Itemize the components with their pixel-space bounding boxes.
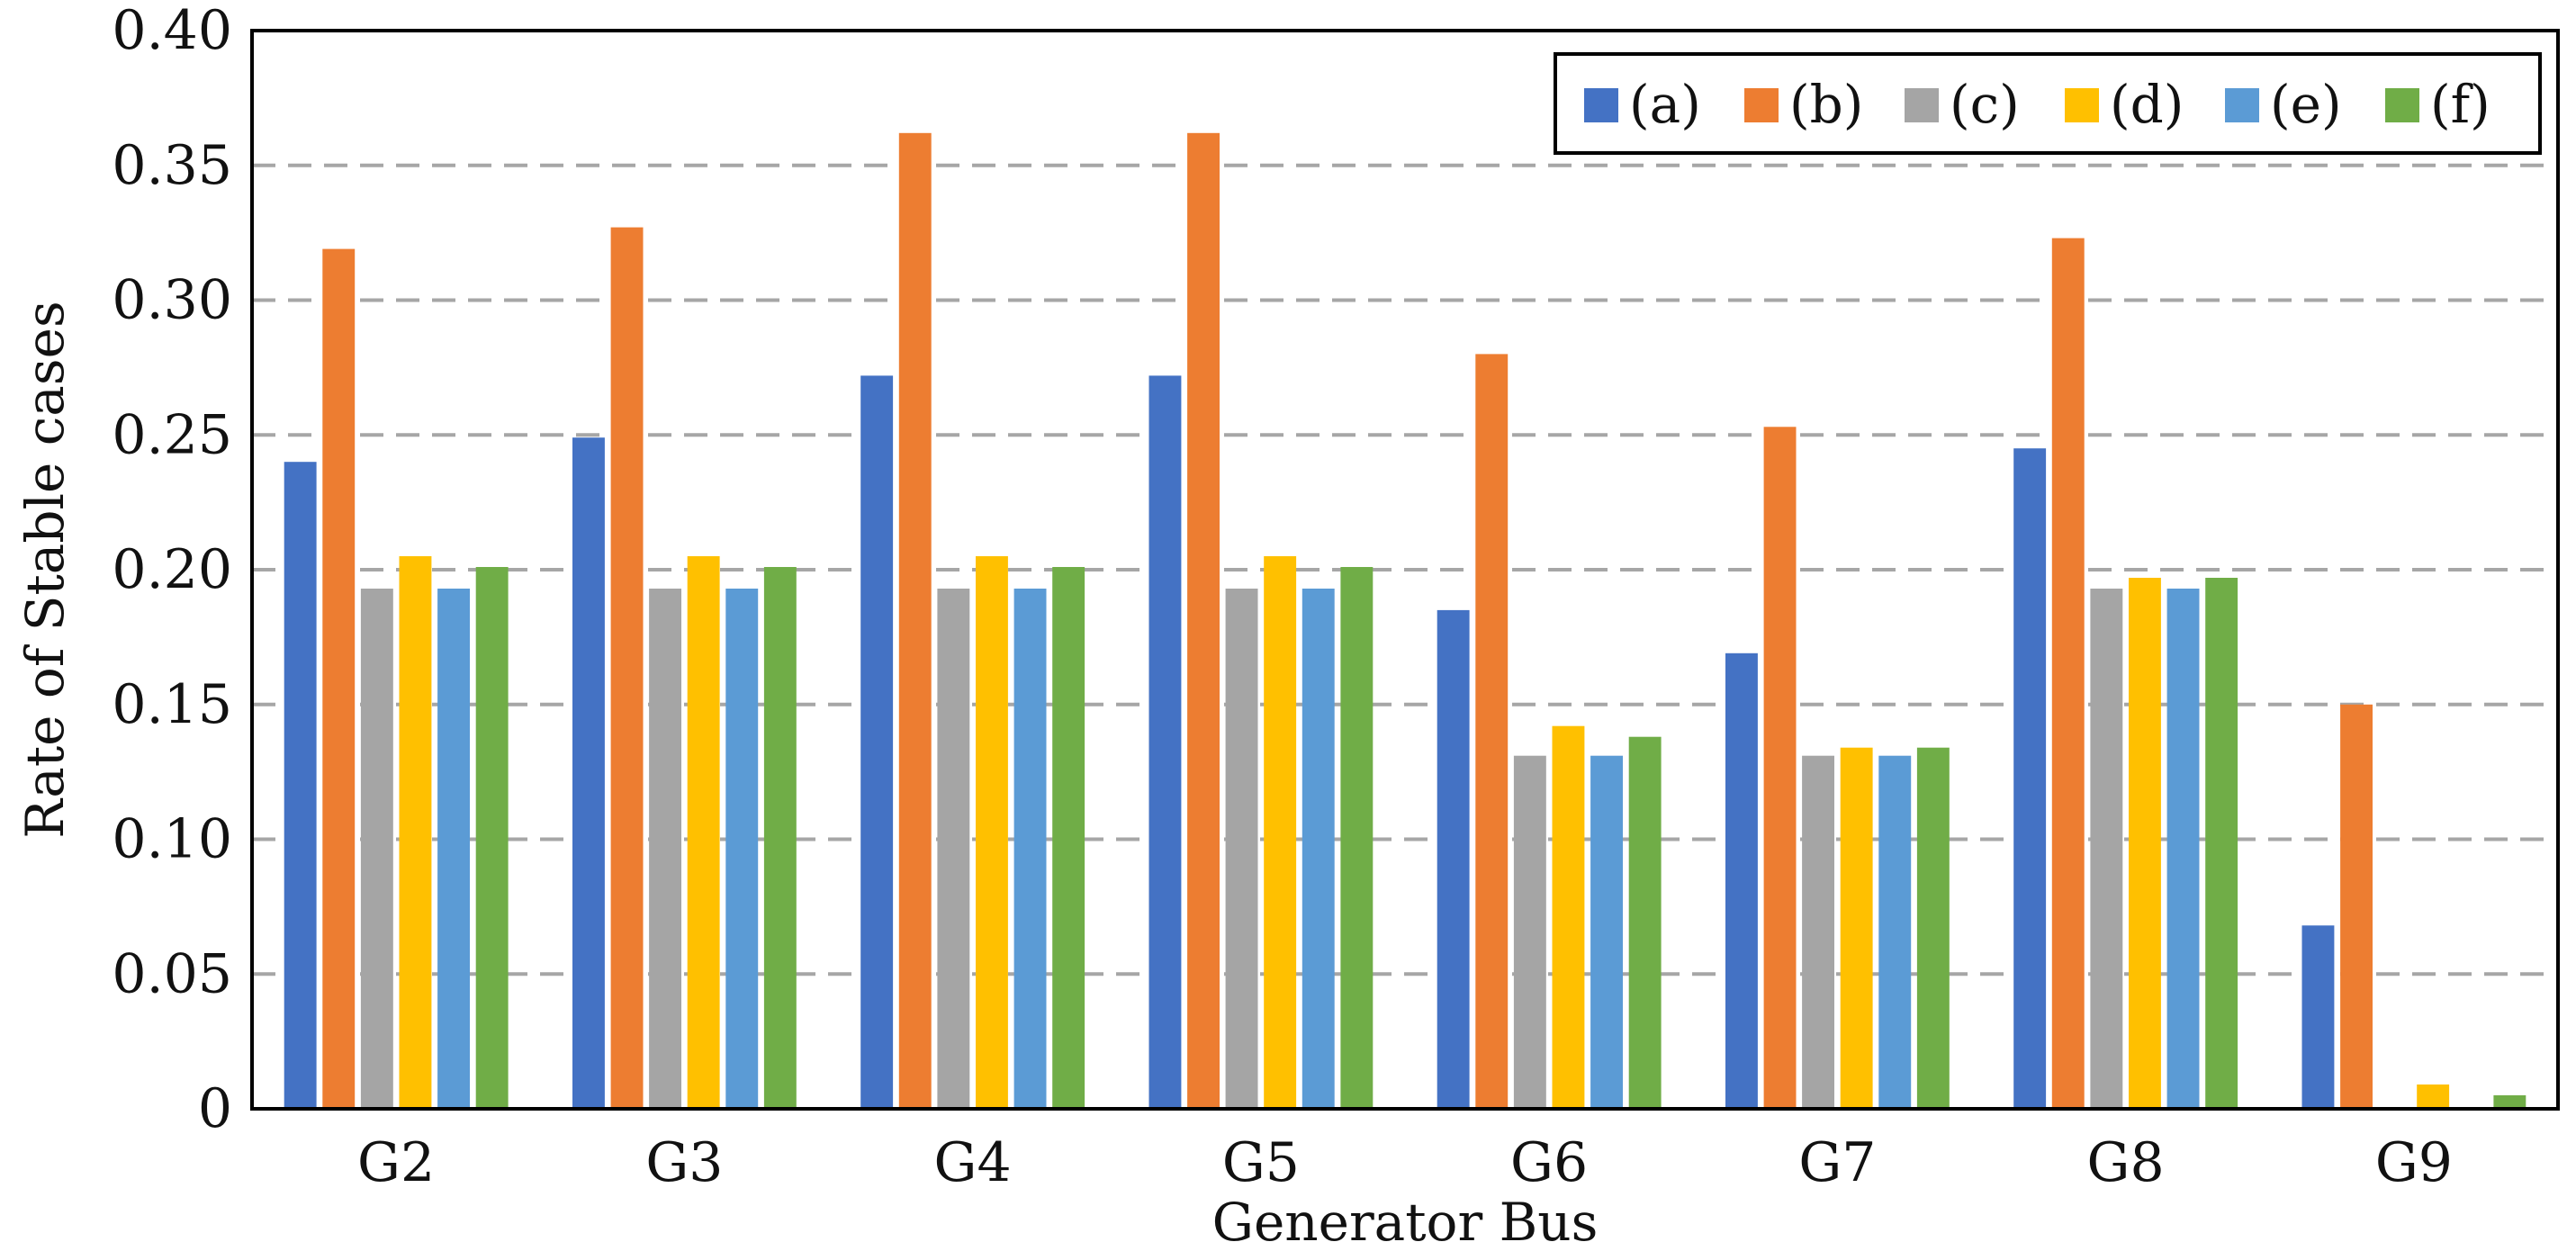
y-tick-label: 0 — [198, 1077, 232, 1140]
x-axis-title: Generator Bus — [1212, 1192, 1599, 1253]
bar-g9-series-3 — [2417, 1084, 2450, 1109]
bar-g3-series-5 — [763, 567, 797, 1109]
bar-g6-series-5 — [1628, 736, 1662, 1109]
bar-g2-series-5 — [475, 567, 509, 1109]
bar-g6-series-1 — [1475, 354, 1509, 1109]
x-tick-label: G9 — [2375, 1131, 2453, 1194]
legend-box — [1554, 52, 2542, 155]
x-tick-label: G4 — [934, 1131, 1012, 1194]
legend-swatch — [1744, 88, 1779, 122]
bar-g8-series-2 — [2090, 589, 2123, 1109]
bar-g7-series-4 — [1878, 755, 1912, 1109]
legend-label: (c) — [1950, 74, 2020, 135]
bar-g4-series-3 — [976, 556, 1008, 1109]
bar-g2-series-2 — [360, 589, 393, 1109]
x-tick-label: G6 — [1510, 1131, 1588, 1194]
bar-g7-series-0 — [1725, 652, 1758, 1109]
bar-g5-series-1 — [1187, 132, 1220, 1109]
bar-g6-series-4 — [1590, 755, 1623, 1109]
legend-swatch — [2225, 88, 2259, 122]
bar-g4-series-0 — [860, 375, 894, 1109]
bar-g3-series-4 — [725, 589, 759, 1109]
bar-g9-series-5 — [2493, 1095, 2526, 1109]
bar-g8-series-4 — [2166, 589, 2200, 1109]
bar-g2-series-4 — [437, 589, 470, 1109]
bar-g4-series-5 — [1052, 567, 1085, 1109]
x-tick-label: G8 — [2087, 1131, 2165, 1194]
y-tick-label: 0.05 — [112, 942, 232, 1005]
y-tick-label: 0.30 — [112, 269, 232, 332]
y-tick-label: 0.10 — [112, 808, 232, 871]
bar-g6-series-3 — [1552, 725, 1585, 1109]
bar-g3-series-0 — [572, 437, 605, 1109]
y-tick-label: 0.25 — [112, 403, 232, 466]
bar-g7-series-2 — [1802, 755, 1834, 1109]
bar-g8-series-3 — [2129, 578, 2161, 1109]
bar-g7-series-5 — [1916, 747, 1950, 1109]
bar-g3-series-3 — [687, 556, 720, 1109]
bar-g6-series-0 — [1437, 609, 1470, 1109]
bar-g7-series-3 — [1840, 747, 1873, 1109]
bar-g2-series-1 — [322, 248, 356, 1110]
legend-swatch — [1584, 88, 1618, 122]
bar-g5-series-4 — [1302, 589, 1335, 1109]
y-axis-ticks: 0 0.05 0.10 0.15 0.20 0.25 0.30 0.35 0.40 — [112, 0, 232, 1140]
bar-g6-series-2 — [1513, 755, 1546, 1109]
bar-g8-series-1 — [2051, 238, 2085, 1110]
legend-swatch — [2065, 88, 2099, 122]
y-tick-label: 0.35 — [112, 134, 232, 197]
legend-swatch — [2385, 88, 2419, 122]
bar-g4-series-1 — [898, 132, 932, 1109]
bar-g4-series-4 — [1013, 589, 1047, 1109]
bar-g3-series-2 — [649, 589, 681, 1109]
legend-label: (b) — [1789, 74, 1863, 135]
y-tick-label: 0.40 — [112, 0, 232, 62]
bar-g7-series-1 — [1763, 427, 1797, 1109]
x-tick-label: G3 — [645, 1131, 723, 1194]
legend-swatch — [1905, 88, 1939, 122]
bar-g2-series-0 — [284, 462, 317, 1109]
bars — [284, 132, 2526, 1110]
y-tick-label: 0.15 — [112, 673, 232, 736]
x-axis-ticks: G2 G3 G4 G5 G6 G7 G8 G9 — [357, 1131, 2453, 1194]
bar-g8-series-5 — [2205, 578, 2238, 1109]
x-tick-label: G2 — [357, 1131, 435, 1194]
plot-frame — [250, 29, 2560, 1111]
x-tick-label: G5 — [1222, 1131, 1300, 1194]
bar-g5-series-2 — [1225, 589, 1258, 1109]
x-tick-label: G7 — [1798, 1131, 1876, 1194]
bar-g9-series-0 — [2301, 925, 2335, 1109]
y-axis-title: Rate of Stable cases — [14, 301, 76, 838]
bar-g5-series-5 — [1340, 567, 1374, 1109]
legend: (a) (b) (c) (d) (e) (f) — [1554, 52, 2542, 155]
y-tick-label: 0.20 — [112, 538, 232, 601]
bar-g9-series-1 — [2340, 704, 2373, 1110]
legend-label: (a) — [1629, 74, 1701, 135]
legend-label: (f) — [2430, 74, 2490, 135]
bar-g8-series-0 — [2013, 448, 2047, 1109]
legend-label: (e) — [2270, 74, 2342, 135]
bar-g4-series-2 — [937, 589, 970, 1109]
bar-g5-series-3 — [1264, 556, 1297, 1109]
bar-g5-series-0 — [1148, 375, 1182, 1109]
bar-g3-series-1 — [610, 227, 644, 1110]
legend-label: (d) — [2110, 74, 2184, 135]
bar-g2-series-3 — [399, 556, 432, 1109]
